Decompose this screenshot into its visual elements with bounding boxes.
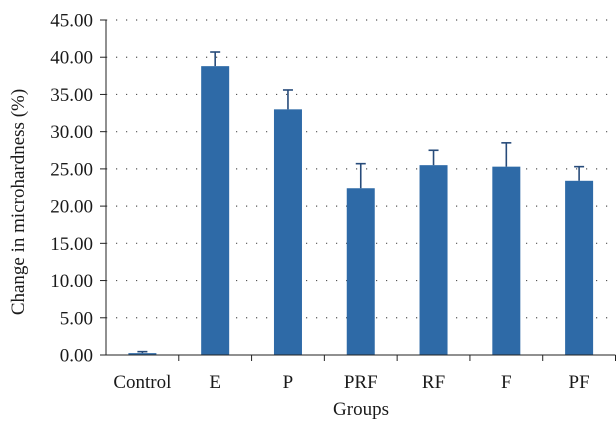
bar-e	[201, 66, 230, 356]
y-tick-label: 25.00	[50, 159, 93, 180]
bar-prf	[346, 188, 375, 355]
bar-f	[492, 166, 521, 355]
x-tick-labels: Control E P PRF RF F PF	[113, 372, 589, 393]
y-tick-label: 30.00	[50, 122, 93, 143]
x-axis-title: Groups	[333, 399, 389, 420]
error-bars	[137, 51, 585, 354]
y-tick-label: 20.00	[50, 197, 93, 218]
bar-control	[128, 353, 157, 355]
y-tick-label: 5.00	[60, 308, 93, 329]
x-tick-label-f: F	[501, 372, 512, 393]
axes	[100, 19, 616, 361]
y-tick-label: 15.00	[50, 234, 93, 255]
y-tick-label: 40.00	[50, 48, 93, 69]
x-tick-label-pf: PF	[569, 372, 590, 393]
y-axis-title: Change in microhardness (%)	[8, 89, 29, 315]
y-tick-label: 35.00	[50, 85, 93, 106]
bar-pf	[565, 180, 594, 355]
y-tick-label: 0.00	[60, 346, 93, 367]
bar-rf	[419, 165, 448, 355]
y-tick-label: 45.00	[50, 11, 93, 32]
y-tick-labels: 0.00 5.00 10.00 15.00 20.00 25.00 30.00 35.00 40…	[50, 11, 93, 367]
x-tick-label-e: E	[209, 372, 221, 393]
x-tick-label-prf: PRF	[344, 372, 378, 393]
x-tick-label-rf: RF	[422, 372, 445, 393]
bars	[128, 66, 594, 356]
x-tick-label-control: Control	[113, 372, 171, 393]
y-tick-label: 10.00	[50, 271, 93, 292]
x-tick-label-p: P	[283, 372, 294, 393]
bar-p	[273, 109, 302, 355]
